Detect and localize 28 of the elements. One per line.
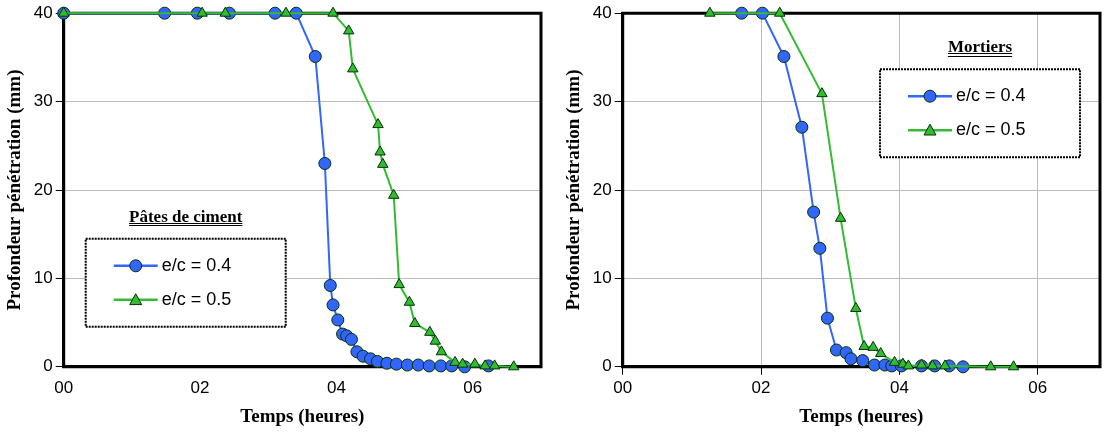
y-tick-label: 20 [592, 179, 612, 199]
x-tick-label: 06 [463, 377, 483, 397]
x-axis-title: Temps (heures) [240, 404, 365, 427]
legend-label: e/c = 0.4 [956, 85, 1026, 106]
y-tick-label: 10 [33, 268, 53, 288]
x-tick-label: 04 [326, 377, 346, 397]
y-tick-label: 40 [592, 2, 612, 22]
x-tick-label: 06 [1028, 377, 1048, 397]
x-axis-title: Temps (heures) [799, 404, 924, 427]
y-tick-label: 20 [33, 179, 53, 199]
legend-title: Mortiers [947, 37, 1013, 57]
y-tick-label: 0 [43, 356, 53, 376]
x-tick-label: 00 [54, 377, 74, 397]
x-tick-label: 00 [613, 377, 633, 397]
legend-title: Pâtes de ciment [129, 206, 243, 226]
y-axis-title: Profondeur pénétration (mm) [562, 69, 585, 311]
legend-label: e/c = 0.4 [161, 254, 232, 275]
x-tick-label: 02 [751, 377, 771, 397]
y-tick-label: 30 [33, 91, 53, 111]
y-tick-label: 0 [602, 356, 612, 376]
y-tick-label: 30 [592, 91, 612, 111]
y-tick-label: 40 [33, 2, 53, 22]
y-axis-title: Profondeur pénétration (mm) [3, 69, 26, 311]
y-tick-label: 10 [592, 268, 612, 288]
x-tick-label: 04 [889, 377, 909, 397]
legend-label: e/c = 0.5 [956, 119, 1026, 140]
legend-label: e/c = 0.5 [161, 288, 232, 309]
x-tick-label: 02 [190, 377, 210, 397]
